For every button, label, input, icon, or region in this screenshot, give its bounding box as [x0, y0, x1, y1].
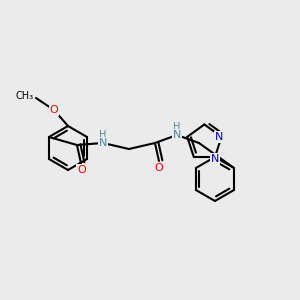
Text: N: N — [215, 132, 224, 142]
Text: H: H — [173, 122, 181, 132]
Text: O: O — [78, 165, 86, 175]
Text: N: N — [99, 138, 107, 148]
Text: O: O — [50, 105, 58, 115]
Text: N: N — [173, 130, 181, 140]
Text: CH₃: CH₃ — [16, 91, 34, 101]
Text: N: N — [211, 154, 219, 164]
Text: H: H — [99, 130, 106, 140]
Text: O: O — [154, 163, 163, 173]
